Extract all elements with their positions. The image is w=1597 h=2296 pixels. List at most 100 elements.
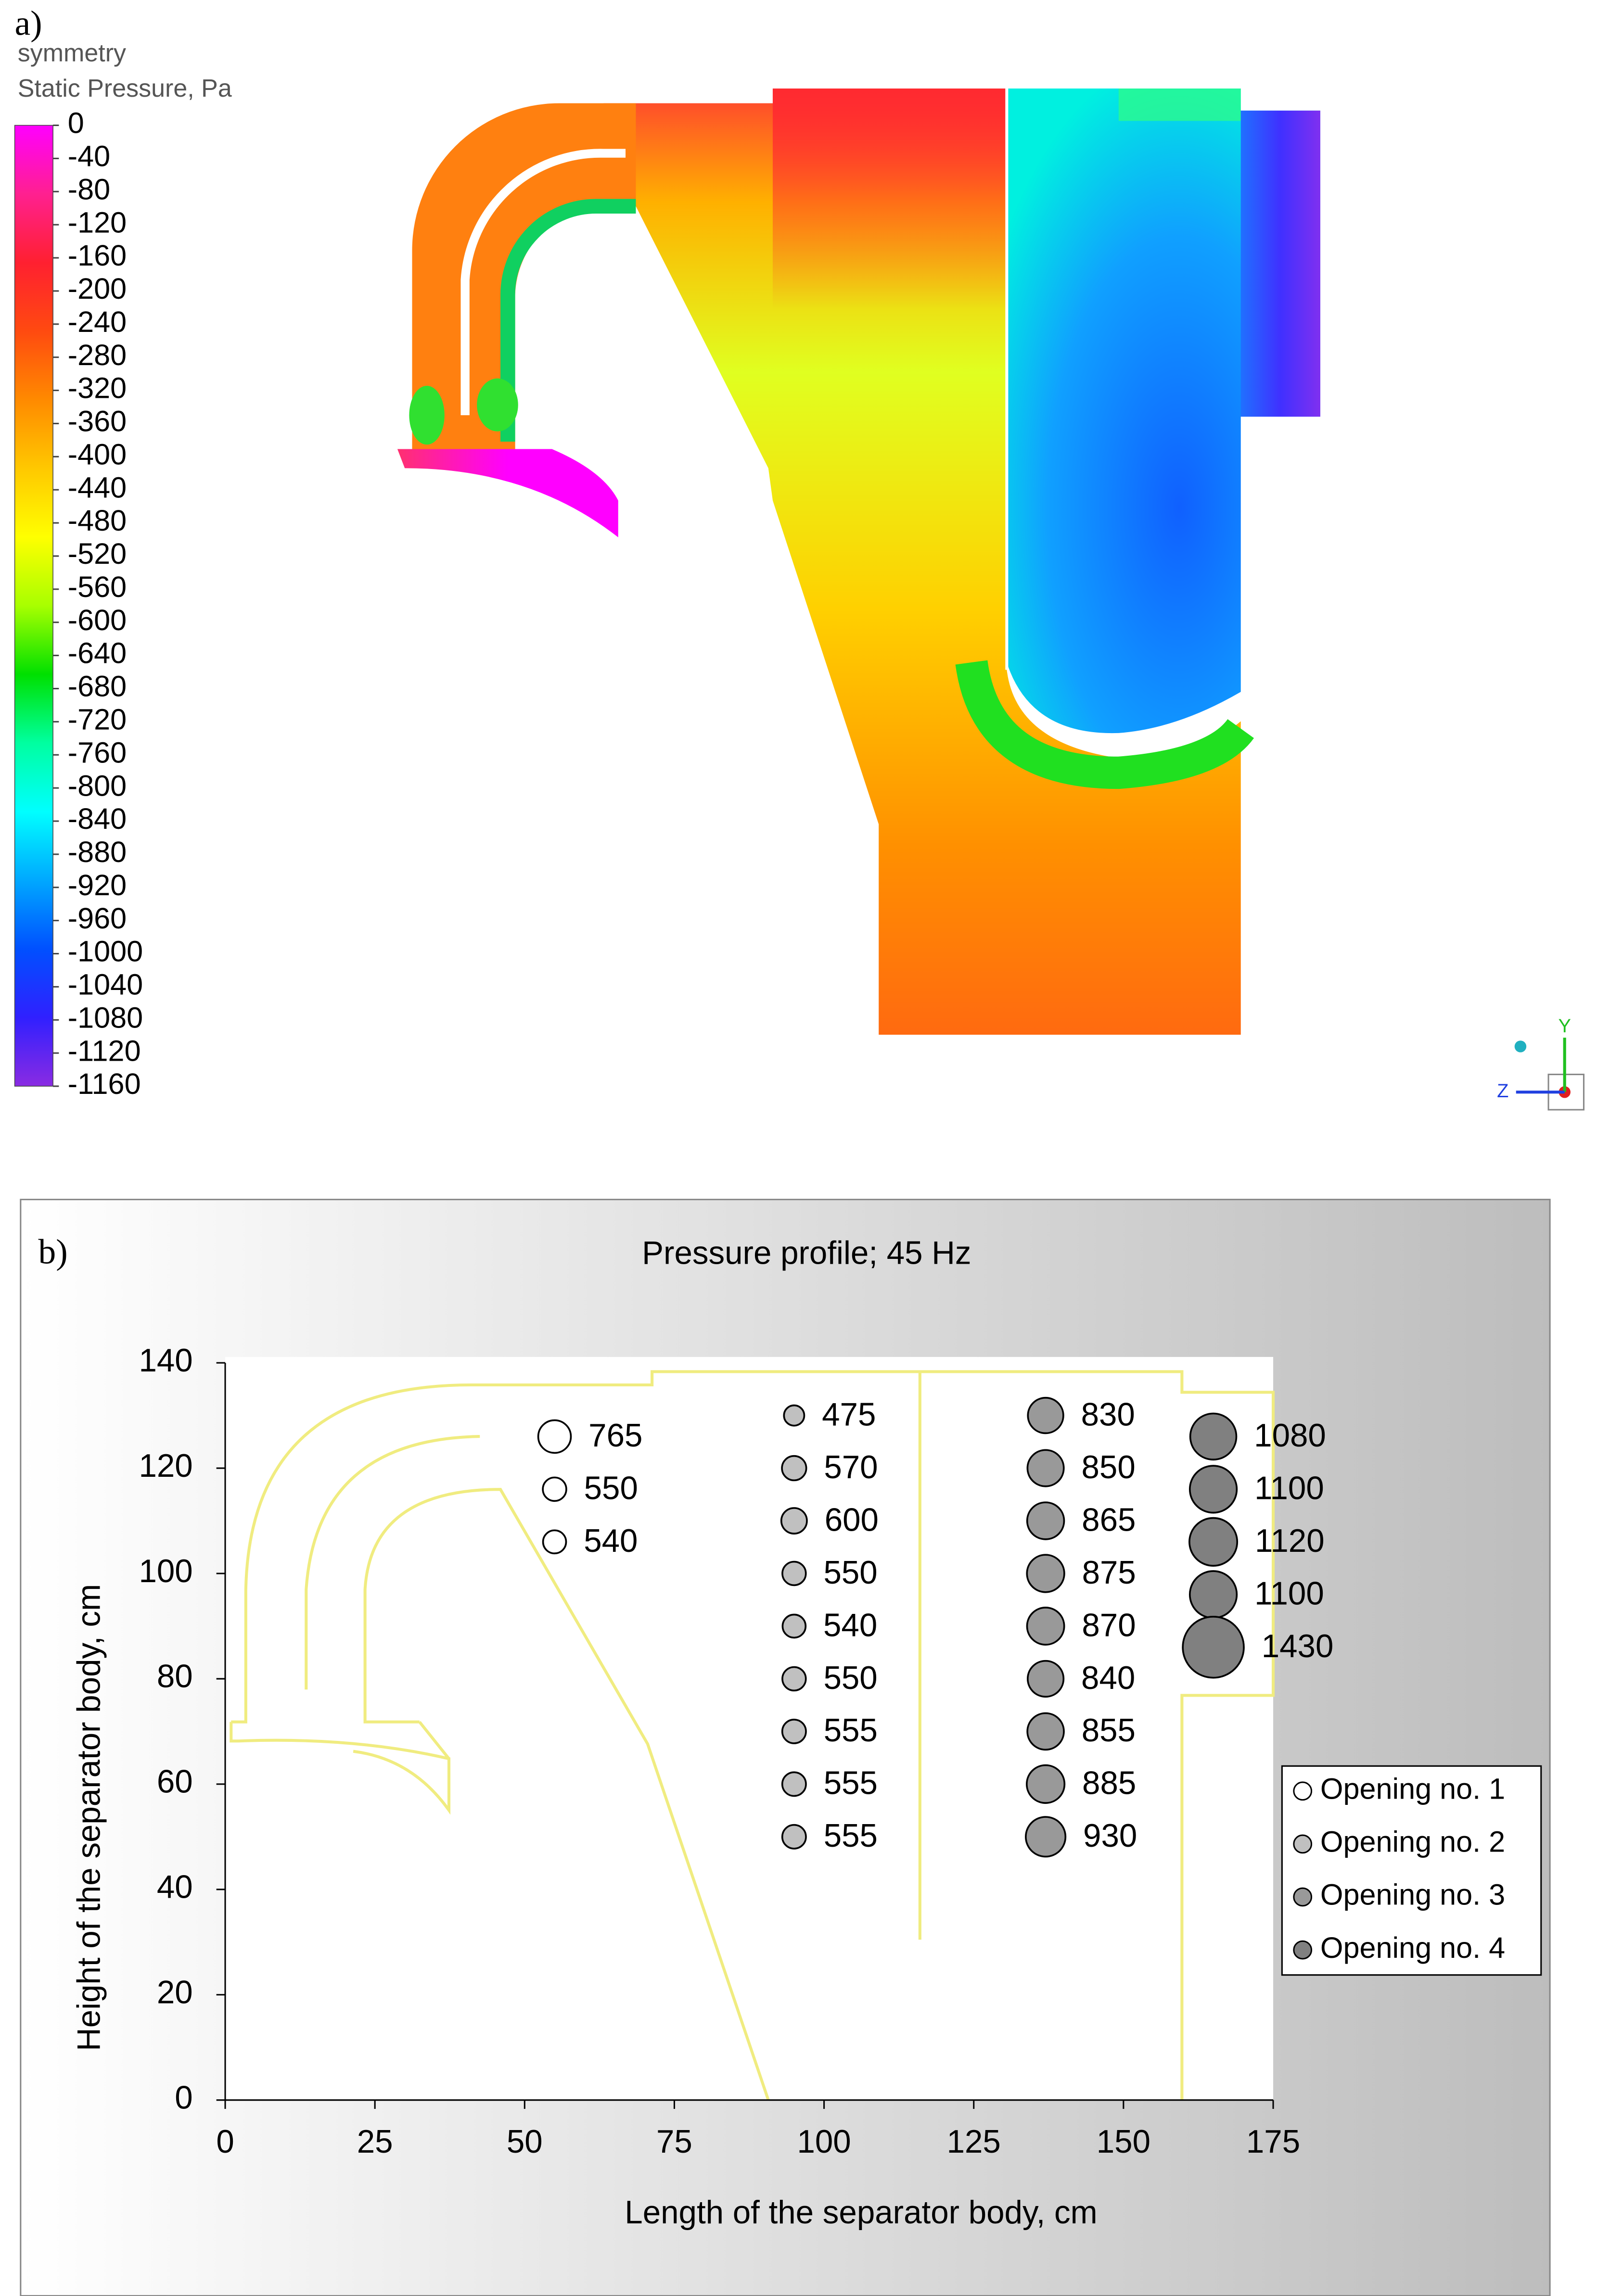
y-tick-label: 140 (139, 1343, 192, 1379)
bubble (1026, 1554, 1065, 1593)
bubble (1188, 1517, 1239, 1567)
bubble (783, 1404, 805, 1427)
bubble (781, 1824, 807, 1850)
colorbar-tick-label: -920 (68, 869, 127, 901)
y-tick-label: 40 (157, 1869, 193, 1905)
y-tick-label: 100 (139, 1553, 192, 1589)
data-label: 550 (584, 1471, 638, 1507)
chart-title: symmetry (18, 39, 126, 67)
data-label: 555 (824, 1765, 878, 1801)
colorbar-tick-label: -760 (68, 736, 127, 769)
data-label: 475 (822, 1396, 876, 1433)
data-label: 870 (1082, 1607, 1136, 1643)
bubble (781, 1666, 807, 1692)
colorbar-tick-label: -640 (68, 637, 127, 670)
colorbar-tick-label: -1160 (68, 1067, 141, 1100)
colorbar-tick-label: -160 (68, 239, 127, 272)
colorbar-tick-label: -200 (68, 272, 127, 305)
data-label: 930 (1083, 1818, 1137, 1854)
bubble (781, 1771, 807, 1797)
data-label: 850 (1081, 1449, 1135, 1485)
x-tick-label: 100 (797, 2124, 851, 2160)
bubble (1026, 1501, 1065, 1540)
data-label: 550 (823, 1555, 877, 1591)
x-tick-label: 50 (507, 2124, 543, 2160)
data-label: 885 (1082, 1765, 1136, 1801)
colorbar-tick-label: -440 (68, 471, 127, 504)
data-label: 555 (824, 1818, 878, 1854)
data-label: 550 (823, 1660, 877, 1696)
legend-marker (1293, 1781, 1313, 1801)
panel-label: a) (15, 3, 42, 42)
bubble (1026, 1660, 1065, 1698)
bubble (781, 1718, 807, 1744)
colorbar-tick-label: -1120 (68, 1034, 141, 1067)
bubble (1027, 1396, 1064, 1434)
y-axis-title: Height of the separator body, cm (71, 1584, 107, 2051)
bubble (1025, 1764, 1066, 1804)
bubble (1026, 1449, 1065, 1487)
y-tick-label: 120 (139, 1448, 192, 1484)
colorbar-tick-label: -720 (68, 703, 127, 736)
bubble (542, 1476, 567, 1502)
x-tick-label: 175 (1246, 2124, 1300, 2160)
data-label: 1430 (1262, 1628, 1334, 1664)
data-label: 1100 (1254, 1576, 1324, 1612)
colorbar-tick-label: -1080 (68, 1001, 143, 1034)
legend-label: Opening no. 1 (1320, 1772, 1505, 1805)
legend-marker (1293, 1940, 1313, 1960)
colorbar-tick-label: -240 (68, 305, 127, 338)
data-label: 875 (1082, 1555, 1136, 1591)
data-label: 540 (823, 1607, 877, 1643)
bubble (1188, 1570, 1238, 1619)
colorbar-tick-label: -880 (68, 836, 127, 868)
bubble (781, 1455, 807, 1482)
legend-marker (1293, 1887, 1313, 1907)
colorbar-tick-label: -840 (68, 802, 127, 835)
triad-label: Z (1497, 1080, 1508, 1102)
legend-label: Opening no. 4 (1320, 1931, 1505, 1964)
data-label: 1120 (1255, 1523, 1325, 1559)
data-label: 865 (1082, 1502, 1136, 1538)
colorbar-tick-label: -120 (68, 206, 127, 239)
legend-marker (1293, 1834, 1313, 1854)
y-tick-label: 80 (157, 1659, 193, 1695)
colorbar-tick-label: -960 (68, 902, 127, 935)
colorbar-tick-label: -600 (68, 604, 127, 636)
separator-outline (230, 1370, 1275, 2101)
colorbar-tick-label: -1000 (68, 935, 143, 968)
y-tick-label: 0 (175, 2080, 192, 2116)
bubble (1188, 1465, 1238, 1514)
bubble (542, 1529, 567, 1555)
bubble (1026, 1607, 1065, 1646)
colorbar-tick-label: -560 (68, 571, 127, 603)
data-label: 830 (1081, 1396, 1135, 1433)
colorbar-tick-label: -800 (68, 769, 127, 802)
data-label: 765 (588, 1418, 642, 1454)
legend-label: Opening no. 2 (1320, 1826, 1505, 1858)
colorbar-tick-label: -680 (68, 670, 127, 703)
bubble (1026, 1712, 1065, 1751)
colorbar-tick-label: 0 (68, 107, 84, 140)
colorbar-tick-label: -320 (68, 372, 127, 405)
chart-title: Pressure profile; 45 Hz (642, 1235, 971, 1271)
colorbar-tick-label: -360 (68, 405, 127, 438)
plot-area (225, 1357, 1274, 2100)
colorbar-tick-label: -520 (68, 537, 127, 570)
colorbar-tick-label: -400 (68, 438, 127, 470)
bubble (780, 1507, 808, 1535)
x-tick-label: 25 (357, 2124, 393, 2160)
x-tick-label: 75 (656, 2124, 692, 2160)
x-tick-label: 150 (1097, 2124, 1150, 2160)
panel-label: b) (38, 1232, 68, 1271)
x-tick-label: 125 (947, 2124, 1001, 2160)
bubble (1189, 1412, 1238, 1461)
data-label: 600 (825, 1502, 879, 1538)
data-label: 840 (1081, 1660, 1135, 1696)
bubble (1182, 1615, 1245, 1679)
data-label: 540 (584, 1523, 638, 1559)
data-label: 555 (824, 1712, 878, 1749)
bubble (537, 1419, 572, 1454)
